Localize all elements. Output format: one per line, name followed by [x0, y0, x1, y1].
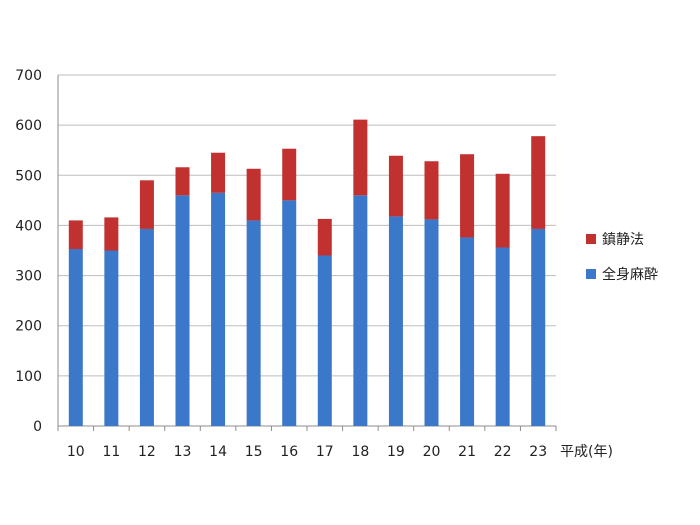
x-tick-label: 22 [494, 444, 512, 460]
y-tick-label: 200 [15, 319, 42, 335]
axes [57, 75, 557, 431]
legend-swatch-sedation [586, 234, 596, 244]
bar-general-anesthesia [246, 220, 261, 426]
x-tick-label: 11 [102, 444, 120, 460]
bar-general-anesthesia [68, 248, 83, 426]
bar-general-anesthesia [531, 228, 546, 426]
bar-sedation [495, 173, 510, 248]
x-tick-label: 15 [245, 444, 263, 460]
bar-sedation [282, 148, 297, 201]
x-tick-label: 23 [529, 444, 547, 460]
bar-sedation [460, 154, 475, 238]
bar-sedation [68, 220, 83, 249]
bar-general-anesthesia [460, 237, 475, 426]
y-tick-label: 600 [15, 118, 42, 134]
x-tick-label: 12 [138, 444, 156, 460]
legend-label-sedation: 鎮静法 [602, 232, 644, 248]
y-tick-label: 0 [33, 419, 42, 435]
x-tick-label: 18 [351, 444, 369, 460]
bars [68, 119, 546, 426]
y-tick-label: 700 [15, 68, 42, 84]
bar-general-anesthesia [317, 255, 332, 426]
bar-general-anesthesia [211, 192, 226, 426]
y-tick-label: 300 [15, 269, 42, 285]
x-tick-label: 14 [209, 444, 227, 460]
legend-label-general-anesthesia: 全身麻酔 [602, 266, 658, 283]
x-tick-label: 20 [423, 444, 441, 460]
y-tick-label: 500 [15, 168, 42, 184]
x-tick-label: 13 [174, 444, 192, 460]
bar-sedation [317, 218, 332, 256]
y-tick-label: 100 [15, 369, 42, 385]
bar-general-anesthesia [353, 195, 368, 426]
bar-sedation [388, 155, 403, 217]
x-tick-label: 21 [458, 444, 476, 460]
bar-sedation [246, 168, 261, 221]
bar-sedation [531, 136, 546, 229]
bar-sedation [104, 217, 119, 251]
legend-swatch-general-anesthesia [586, 269, 596, 279]
gridlines [58, 74, 556, 427]
bar-sedation [353, 119, 368, 196]
bar-general-anesthesia [388, 216, 403, 426]
x-tick-label: 19 [387, 444, 405, 460]
bar-general-anesthesia [139, 228, 154, 426]
bar-general-anesthesia [104, 250, 119, 426]
bar-sedation [139, 180, 154, 229]
legend: 鎮静法 全身麻酔 [586, 232, 658, 283]
bar-general-anesthesia [175, 195, 190, 426]
x-axis-label: 平成(年) [560, 444, 613, 460]
bar-sedation [211, 152, 226, 193]
bar-general-anesthesia [495, 247, 510, 426]
bar-general-anesthesia [282, 200, 297, 426]
bar-sedation [175, 167, 190, 196]
x-tick-label: 17 [316, 444, 334, 460]
bar-general-anesthesia [424, 219, 439, 426]
y-tick-label: 400 [15, 218, 42, 234]
y-tick-labels: 0 100 200 300 400 500 600 700 [15, 68, 42, 435]
x-tick-label: 16 [280, 444, 298, 460]
x-tick-labels: 10 11 12 13 14 15 16 17 18 19 20 21 22 23 [67, 444, 547, 460]
x-tick-label: 10 [67, 444, 85, 460]
bar-sedation [424, 161, 439, 220]
